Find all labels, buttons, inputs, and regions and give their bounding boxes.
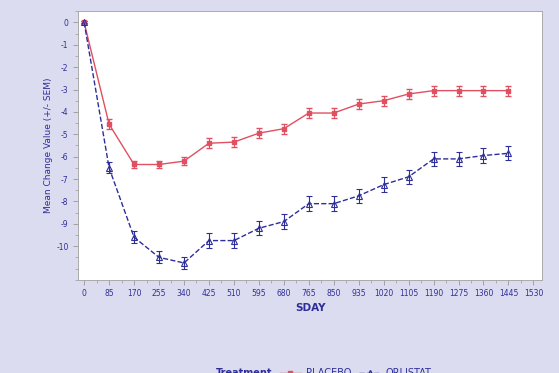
Y-axis label: Mean Change Value (+/- SEM): Mean Change Value (+/- SEM)	[44, 78, 54, 213]
Legend: Treatment, PLACEBO, ORLISTAT: Treatment, PLACEBO, ORLISTAT	[186, 364, 435, 373]
X-axis label: SDAY: SDAY	[295, 303, 325, 313]
